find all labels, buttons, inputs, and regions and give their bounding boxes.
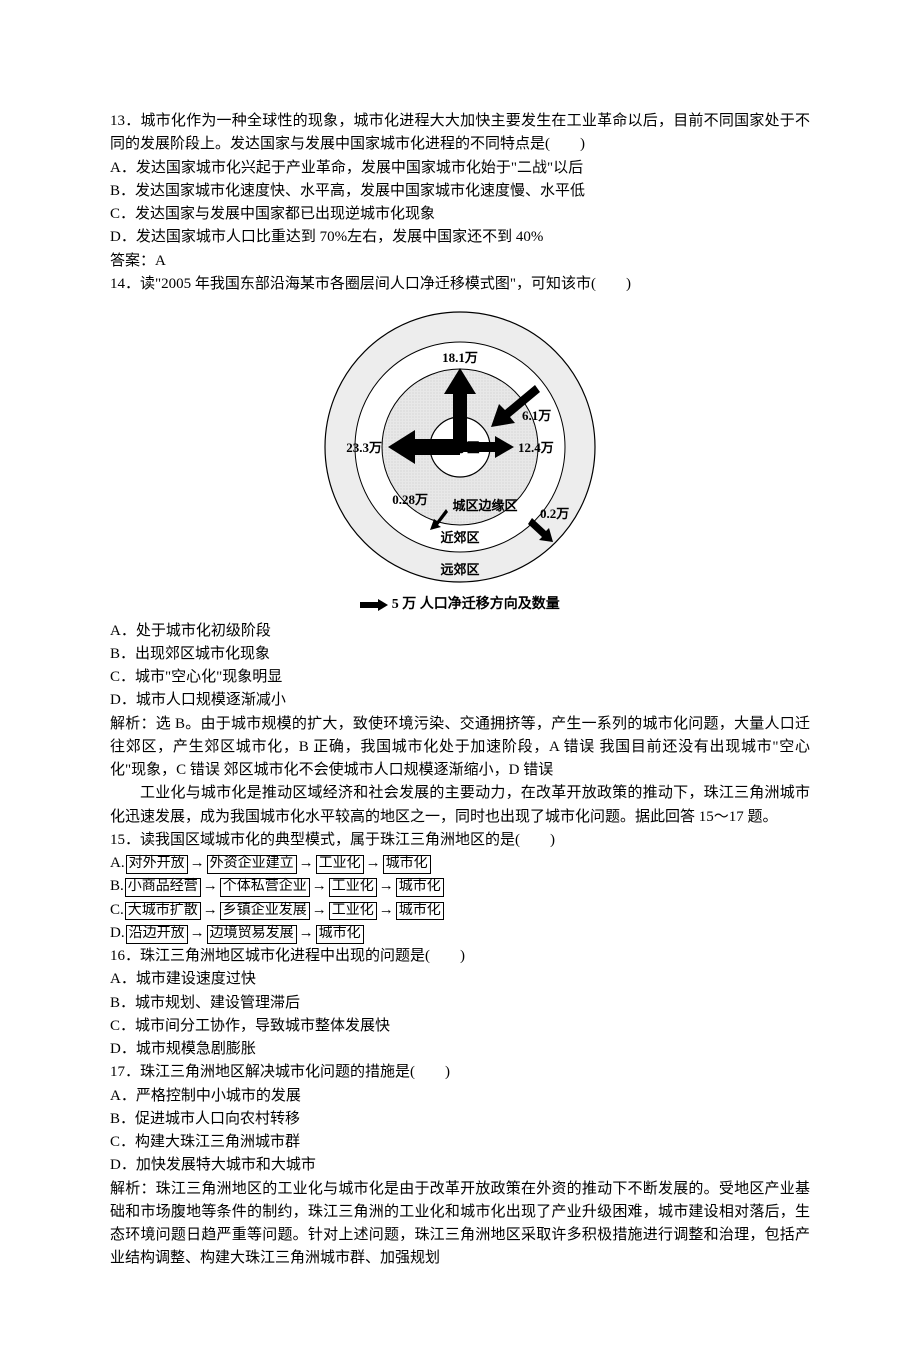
q15-flow-a: A.对外开放→外资企业建立→工业化→城市化	[110, 852, 810, 875]
label-far-suburb: 远郊区	[440, 562, 479, 577]
q14-opt-c: C．城市"空心化"现象明显	[110, 666, 810, 689]
q14-diagram: 中心区 城区边缘区 近郊区 远郊区 18.1万 6.1万 23.3万 12.4万…	[110, 302, 810, 616]
q13-opt-d: D．发达国家城市人口比重达到 70%左右，发展中国家还不到 40%	[110, 226, 810, 249]
q14-opt-b: B．出现郊区城市化现象	[110, 643, 810, 666]
q16-opt-c: C．城市间分工协作，导致城市整体发展快	[110, 1015, 810, 1038]
q17-opt-d: D．加快发展特大城市和大城市	[110, 1154, 810, 1177]
passage-15-17: 工业化与城市化是推动区域经济和社会发展的主要动力，在改革开放政策的推动下，珠江三…	[110, 782, 810, 829]
value-233: 23.3万	[346, 440, 382, 455]
q13-number: 13．	[110, 113, 140, 129]
q14-explain: 解析：选 B。由于城市规模的扩大，致使环境污染、交通拥挤等，产生一系列的城市化问…	[110, 713, 810, 783]
diagram-caption-text: 5 万 人口净迁移方向及数量	[392, 597, 560, 612]
value-181: 18.1万	[442, 350, 478, 365]
q13-opt-c: C．发达国家与发展中国家都已出现逆城市化现象	[110, 203, 810, 226]
value-028: 0.28万	[392, 492, 428, 507]
q16-opt-b: B．城市规划、建设管理滞后	[110, 992, 810, 1015]
q13-stem: 13．城市化作为一种全球性的现象，城市化进程大大加快主要发生在工业革命以后，目前…	[110, 110, 810, 157]
q16-stem: 16．珠江三角洲地区城市化进程中出现的问题是( )	[110, 945, 810, 968]
q15-number: 15．	[110, 832, 140, 848]
diagram-caption: 5 万 人口净迁移方向及数量	[360, 594, 560, 616]
q17-stem: 17．珠江三角洲地区解决城市化问题的措施是( )	[110, 1061, 810, 1084]
label-center: 中心区	[440, 440, 479, 455]
value-124: 12.4万	[518, 440, 554, 455]
q14-opt-a: A．处于城市化初级阶段	[110, 620, 810, 643]
q14-number: 14．	[110, 276, 140, 292]
page: 13．城市化作为一种全球性的现象，城市化进程大大加快主要发生在工业革命以后，目前…	[0, 0, 920, 1351]
q16-opt-d: D．城市规模急剧膨胀	[110, 1038, 810, 1061]
value-61: 6.1万	[522, 408, 551, 423]
q13-opt-b: B．发达国家城市化速度快、水平高，发展中国家城市化速度慢、水平低	[110, 180, 810, 203]
q13-opt-a: A．发达国家城市化兴起于产业革命，发展中国家城市化始于"二战"以后	[110, 157, 810, 180]
q15-flow-c: C.大城市扩散→乡镇企业发展→工业化→城市化	[110, 899, 810, 922]
q15-stem: 15．读我国区域城市化的典型模式，属于珠江三角洲地区的是( )	[110, 829, 810, 852]
q13-answer: 答案：A	[110, 250, 810, 273]
q16-number: 16．	[110, 948, 140, 964]
q15-flow-d: D.沿边开放→边境贸易发展→城市化	[110, 922, 810, 945]
value-02: 0.2万	[540, 506, 569, 521]
label-edge: 城区边缘区	[452, 498, 517, 513]
q17-opt-a: A．严格控制中小城市的发展	[110, 1085, 810, 1108]
label-near-suburb: 近郊区	[440, 530, 479, 545]
legend-arrow-icon	[360, 599, 388, 611]
q17-opt-c: C．构建大珠江三角洲城市群	[110, 1131, 810, 1154]
q16-opt-a: A．城市建设速度过快	[110, 968, 810, 991]
q17-opt-b: B．促进城市人口向农村转移	[110, 1108, 810, 1131]
q14-stem: 14．读"2005 年我国东部沿海某市各圈层间人口净迁移模式图"，可知该市( )	[110, 273, 810, 296]
q14-opt-d: D．城市人口规模逐渐减小	[110, 689, 810, 712]
q17-explain: 解析：珠江三角洲地区的工业化与城市化是由于改革开放政策在外资的推动下不断发展的。…	[110, 1178, 810, 1271]
ring-diagram-svg: 中心区 城区边缘区 近郊区 远郊区 18.1万 6.1万 23.3万 12.4万…	[310, 302, 610, 592]
q17-number: 17．	[110, 1064, 140, 1080]
q15-flow-b: B.小商品经营→个体私营企业→工业化→城市化	[110, 875, 810, 898]
